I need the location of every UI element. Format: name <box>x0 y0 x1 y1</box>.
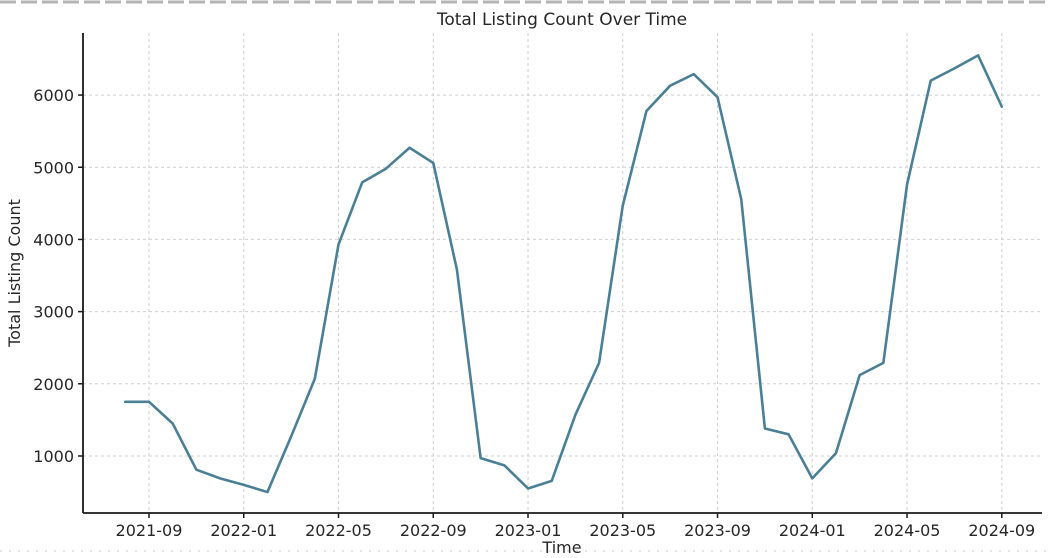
x-tick-label: 2024-09 <box>968 521 1035 540</box>
x-tick-label: 2021-09 <box>116 521 183 540</box>
y-tick-label: 5000 <box>33 158 74 177</box>
y-axis-label: Total Listing Count <box>5 199 24 348</box>
x-tick-label: 2023-05 <box>589 521 656 540</box>
y-tick-label: 3000 <box>33 303 74 322</box>
x-axis-label: Time <box>541 538 581 557</box>
x-tick-label: 2022-01 <box>210 521 277 540</box>
y-tick-label: 1000 <box>33 447 74 466</box>
x-tick-label: 2024-05 <box>874 521 941 540</box>
line-series <box>124 54 1004 494</box>
chart-title: Total Listing Count Over Time <box>436 10 687 30</box>
x-tick-label: 2022-09 <box>400 521 467 540</box>
y-tick-label: 6000 <box>33 86 74 105</box>
y-tick-label: 2000 <box>33 375 74 394</box>
gridlines <box>83 33 1042 513</box>
axes: 1000 2000 3000 4000 5000 6000 2021-09 2022-01 20… <box>33 33 1042 540</box>
x-tick-label: 2023-01 <box>495 521 562 540</box>
x-tick-label: 2023-09 <box>684 521 751 540</box>
x-tick-label: 2022-05 <box>305 521 372 540</box>
x-tick-label: 2024-01 <box>779 521 846 540</box>
data-line <box>124 54 1004 494</box>
y-tick-label: 4000 <box>33 230 74 249</box>
